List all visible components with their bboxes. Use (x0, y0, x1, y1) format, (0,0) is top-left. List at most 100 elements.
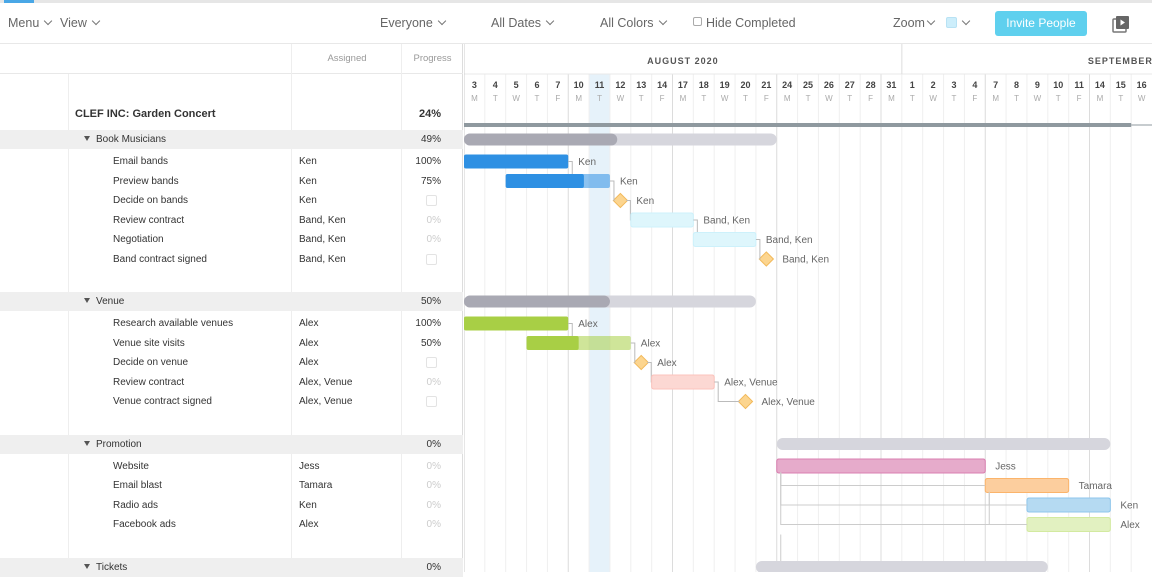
day-weekday: T (743, 94, 748, 103)
task-row[interactable]: Review contract Alex, Venue 0% (0, 373, 463, 392)
task-progress: 50% (420, 337, 441, 349)
menu-dropdown[interactable]: Menu (8, 16, 53, 30)
task-bar[interactable] (776, 458, 986, 474)
task-progress: 0% (426, 480, 441, 491)
task-row[interactable]: Facebook ads Alex 0% (0, 515, 463, 534)
day-number: 3 (951, 80, 956, 90)
task-row[interactable]: Negotiation Band, Ken 0% (0, 230, 463, 249)
task-row[interactable]: Venue contract signed Alex, Venue (0, 392, 463, 411)
task-row[interactable]: Decide on bands Ken (0, 191, 463, 210)
task-row[interactable]: Radio ads Ken 0% (0, 496, 463, 515)
assigned-column-header: Assigned (292, 44, 402, 74)
group-progress: 50% (420, 296, 441, 307)
task-row[interactable]: Website Jess 0% (0, 457, 463, 476)
color-picker[interactable] (946, 16, 971, 30)
task-bar[interactable] (464, 316, 569, 331)
task-row[interactable]: Preview bands Ken 75% (0, 172, 463, 191)
milestone-checkbox[interactable] (426, 253, 437, 265)
month-label: SEPTEMBER 2020 (1088, 56, 1152, 66)
bar-assignee-label: Ken (620, 177, 638, 188)
group-name-text: Book Musicians (96, 134, 167, 145)
group-summary-bar[interactable] (776, 438, 1111, 450)
everyone-filter[interactable]: Everyone (380, 16, 447, 30)
dependency-line (647, 362, 652, 383)
day-weekday: W (929, 94, 937, 103)
task-list: Assigned Progress CLEF INC: Garden Conce… (0, 44, 463, 577)
milestone-diamond[interactable] (612, 192, 629, 209)
group-row[interactable]: Venue 50% (0, 292, 463, 311)
task-row[interactable]: Venue site visits Alex 50% (0, 334, 463, 353)
zoom-dropdown[interactable]: Zoom (893, 16, 936, 30)
milestone-diamond[interactable] (737, 393, 754, 410)
task-assignee: Ken (299, 499, 317, 511)
task-row[interactable]: Band contract signed Band, Ken (0, 250, 463, 269)
milestone-checkbox[interactable] (426, 195, 437, 206)
group-summary-bar[interactable] (755, 561, 1048, 572)
presentation-play-icon[interactable] (1112, 15, 1130, 33)
milestone-diamond[interactable] (758, 251, 775, 267)
chevron-down-icon (545, 16, 555, 26)
day-number: 19 (720, 80, 730, 90)
task-progress: 0% (426, 234, 441, 245)
collapse-triangle-icon[interactable] (84, 298, 90, 303)
task-row[interactable]: Research available venues Alex 100% (0, 314, 463, 333)
day-weekday: F (555, 94, 560, 103)
day-weekday: T (535, 94, 540, 103)
task-name: Review contract (113, 376, 185, 388)
day-number: 14 (657, 80, 667, 90)
project-row[interactable]: CLEF INC: Garden Concert 24% (0, 105, 463, 124)
day-number: 13 (636, 80, 646, 90)
dates-filter[interactable]: All Dates (491, 16, 555, 30)
bar-assignee-label: Jess (995, 462, 1016, 473)
group-row[interactable]: Promotion 0% (0, 434, 463, 454)
task-bar[interactable] (630, 212, 694, 228)
day-weekday: T (910, 94, 915, 103)
view-dropdown[interactable]: View (60, 16, 101, 30)
task-row[interactable]: Decide on venue Alex (0, 353, 463, 372)
invite-people-button[interactable]: Invite People (995, 11, 1087, 36)
group-name-text: Promotion (96, 438, 142, 450)
colors-label: All Colors (600, 16, 654, 30)
task-bar-fill (777, 459, 985, 473)
project-bar[interactable] (464, 123, 1132, 127)
day-weekday: M (575, 94, 582, 103)
task-row[interactable]: Email blast Tamara 0% (0, 476, 463, 495)
gantt-chart: 3 M 4 T 5 W 6 T 7 F 10 M 11 T 12 W 13 T 14 F 17 M 18 T 19 W 20 T 21 F… (464, 44, 1152, 572)
task-row[interactable]: Email bands Ken 100% (0, 152, 463, 171)
collapse-triangle-icon[interactable] (84, 563, 90, 569)
bar-assignee-label: Ken (636, 196, 654, 207)
task-row[interactable]: Review contract Band, Ken 0% (0, 211, 463, 230)
collapse-triangle-icon[interactable] (84, 136, 90, 141)
milestone-diamond[interactable] (633, 354, 650, 371)
colors-filter[interactable]: All Colors (600, 16, 667, 30)
bar-assignee-label: Band, Ken (782, 255, 829, 266)
chevron-down-icon (44, 16, 53, 26)
month-label: AUGUST 2020 (647, 56, 719, 66)
day-weekday: F (972, 94, 977, 103)
hide-completed-toggle[interactable]: Hide Completed (693, 16, 796, 30)
task-name: Decide on venue (113, 357, 189, 368)
dates-label: All Dates (491, 16, 542, 30)
collapse-triangle-icon[interactable] (84, 440, 90, 446)
day-number: 7 (993, 80, 998, 90)
task-progress: 0% (426, 214, 441, 226)
chevron-down-icon (926, 16, 936, 26)
task-progress: 75% (420, 175, 441, 187)
milestone-checkbox[interactable] (426, 396, 437, 407)
task-assignee: Band, Ken (299, 234, 346, 245)
checkbox[interactable] (693, 17, 702, 26)
task-bar[interactable] (464, 154, 569, 169)
dependency-line (609, 180, 615, 201)
group-progress: 0% (426, 438, 441, 450)
milestone-checkbox[interactable] (426, 357, 437, 368)
group-row[interactable]: Book Musicians 49% (0, 130, 463, 149)
day-weekday: M (888, 94, 895, 103)
bar-assignee-label: Alex (641, 339, 660, 350)
day-weekday: T (847, 94, 852, 103)
task-assignee: Ken (299, 195, 317, 206)
today-highlight (589, 74, 610, 572)
menu-label: Menu (8, 16, 40, 30)
group-row[interactable]: Tickets 0% (0, 557, 463, 577)
dependency-line (988, 492, 1027, 506)
dependency-line (780, 472, 1027, 525)
